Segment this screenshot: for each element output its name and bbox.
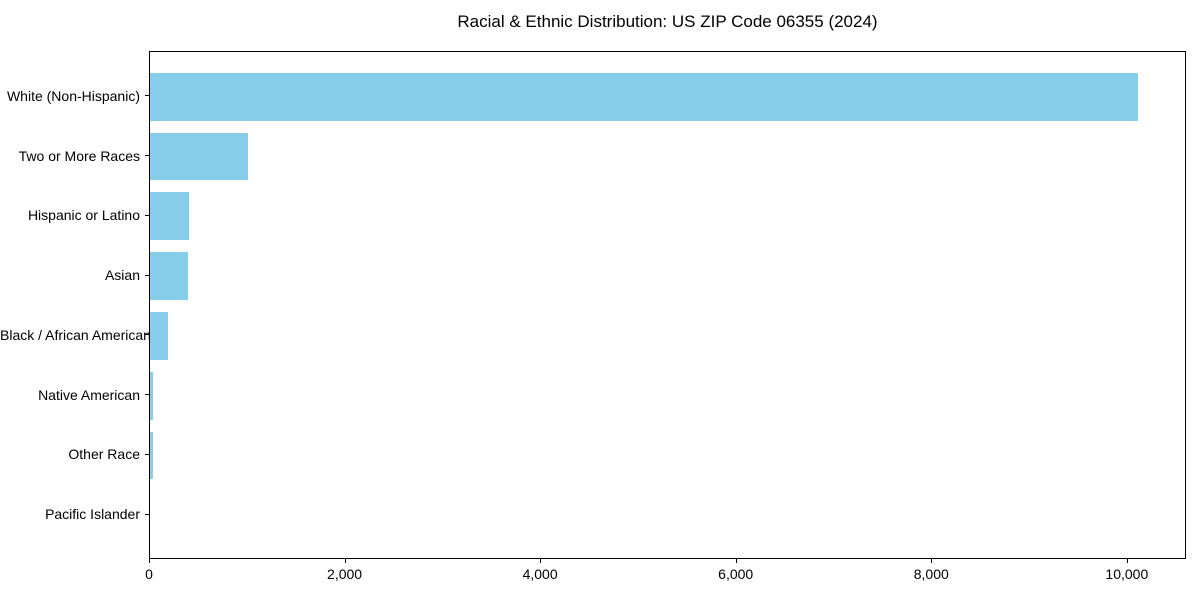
y-tick-label-pacific-islander: Pacific Islander xyxy=(45,506,140,523)
bar-white-non-hispanic xyxy=(150,72,1138,121)
x-tick-label-10-000: 10,000 xyxy=(1105,566,1149,582)
x-tick-label-8-000: 8,000 xyxy=(913,566,949,582)
y-tick-label-black-african-american: Black / African American xyxy=(0,326,151,343)
bar-hispanic-or-latino xyxy=(150,192,190,241)
bar-native-american xyxy=(150,371,153,420)
y-tick-label-white-non-hispanic: White (Non-Hispanic) xyxy=(6,87,140,104)
bar-other-race xyxy=(150,431,153,480)
y-tick-mark-native-american xyxy=(145,394,149,396)
x-tick-mark-8-000 xyxy=(931,559,933,563)
y-tick-label-hispanic-or-latino: Hispanic or Latino xyxy=(27,207,140,224)
chart-title: Racial & Ethnic Distribution: US ZIP Cod… xyxy=(457,12,878,31)
x-tick-label-0: 0 xyxy=(145,566,153,582)
x-tick-mark-0 xyxy=(149,559,150,563)
y-tick-mark-hispanic-or-latino xyxy=(145,214,149,216)
y-tick-mark-black-african-american xyxy=(145,334,149,336)
y-tick-mark-asian xyxy=(145,274,149,276)
bar-two-or-more-races xyxy=(150,132,248,181)
x-tick-label-2-000: 2,000 xyxy=(327,566,363,582)
x-tick-label-6-000: 6,000 xyxy=(718,566,754,582)
x-tick-mark-2-000 xyxy=(344,559,346,563)
bar-black-african-american xyxy=(150,311,168,360)
x-tick-mark-6-000 xyxy=(735,559,737,563)
x-tick-mark-10-000 xyxy=(1126,559,1128,563)
x-tick-label-4-000: 4,000 xyxy=(522,566,558,582)
y-tick-label-native-american: Native American xyxy=(38,386,140,403)
y-tick-label-two-or-more-races: Two or More Races xyxy=(18,147,140,164)
y-tick-mark-two-or-more-races xyxy=(145,155,149,157)
y-tick-mark-pacific-islander xyxy=(145,513,149,515)
y-tick-label-other-race: Other Race xyxy=(68,446,140,463)
y-tick-label-asian: Asian xyxy=(104,267,140,284)
plot-area xyxy=(149,51,1186,559)
y-tick-mark-other-race xyxy=(145,453,149,455)
bar-asian xyxy=(150,252,188,300)
y-tick-mark-white-non-hispanic xyxy=(145,95,149,97)
x-tick-mark-4-000 xyxy=(540,559,542,563)
